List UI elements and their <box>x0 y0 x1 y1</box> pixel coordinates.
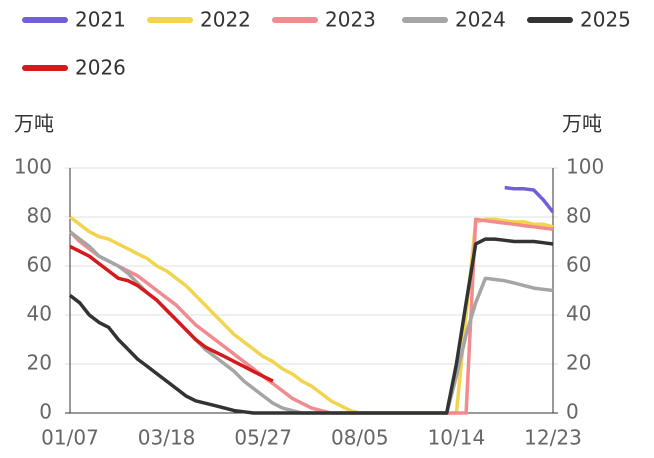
legend-label: 2021 <box>75 8 126 32</box>
y-tick-label: 20 <box>27 351 52 375</box>
y-axis-label: 万吨 <box>14 112 54 136</box>
y2-tick-label: 0 <box>566 400 579 424</box>
legend-label: 2026 <box>75 56 126 80</box>
series-line <box>69 244 274 383</box>
y-tick-label: 40 <box>27 302 52 326</box>
y2-tick-label: 100 <box>566 155 604 179</box>
x-tick-label: 08/05 <box>331 426 389 450</box>
x-tick-label: 05/27 <box>234 426 292 450</box>
series-line <box>68 217 554 415</box>
x-tick-label: 01/07 <box>41 426 99 450</box>
legend-label: 2023 <box>325 8 376 32</box>
y2-tick-label: 80 <box>566 204 591 228</box>
x-tick-label: 03/18 <box>138 426 196 450</box>
y2-tick-label: 60 <box>566 253 591 277</box>
y-tick-label: 0 <box>39 400 52 424</box>
x-tick-label: 12/23 <box>524 426 582 450</box>
y2-tick-label: 40 <box>566 302 591 326</box>
y2-axis-label: 万吨 <box>562 112 602 136</box>
series-line <box>68 237 554 415</box>
y-tick-label: 100 <box>14 155 52 179</box>
series-line <box>504 185 555 214</box>
legend-label: 2024 <box>455 8 506 32</box>
x-tick-label: 10/14 <box>428 426 486 450</box>
y2-tick-label: 20 <box>566 351 591 375</box>
y-tick-label: 80 <box>27 204 52 228</box>
legend-label: 2022 <box>200 8 251 32</box>
y-tick-label: 60 <box>27 253 52 277</box>
legend-label: 2025 <box>580 8 631 32</box>
